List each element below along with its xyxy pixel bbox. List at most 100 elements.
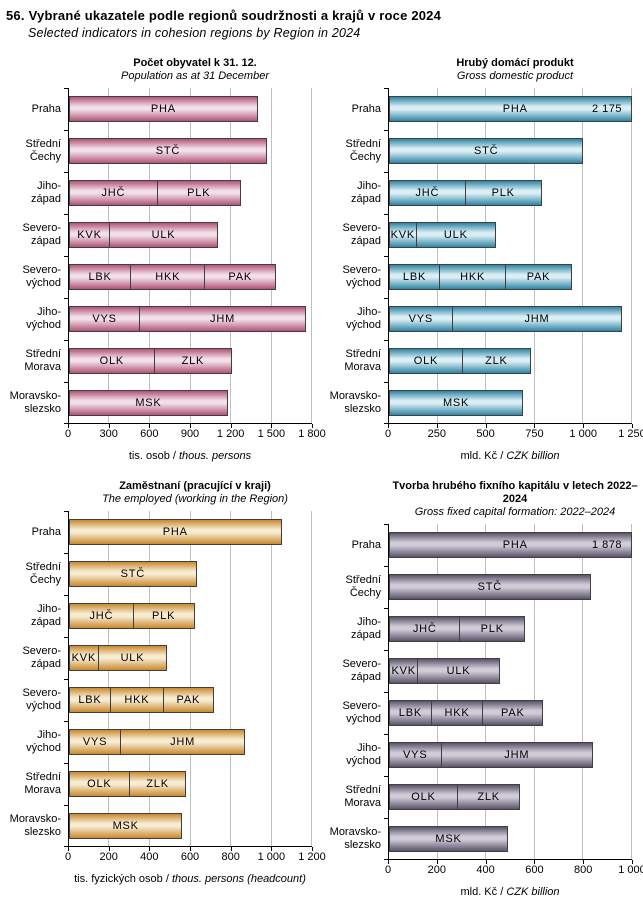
bar: OLK ZLK (69, 348, 233, 374)
y-axis-tick (64, 423, 68, 424)
plot-wrap: Praha Střední Čechy Jiho-západ Severo-západ S… (326, 524, 642, 860)
bar: LBK HKK PAK (69, 264, 276, 290)
y-axis-tick (384, 818, 388, 819)
category-label: Jiho-východ (26, 729, 61, 754)
bar: OLK ZLK (69, 771, 187, 797)
bar-row: PHA (69, 511, 312, 553)
bar: PHA (69, 96, 258, 122)
bar-segment-code: JHČ (89, 610, 114, 622)
gridline (148, 88, 150, 423)
bar-row: OLK ZLK (69, 763, 312, 805)
y-axis-tick (64, 298, 68, 299)
bar-segment-code: PAK (526, 271, 551, 283)
figure-title-en: Selected indicators in cohesion regions … (28, 26, 361, 40)
bar-row: STČ (69, 553, 312, 595)
bar-segment: JHM (139, 307, 305, 331)
chart-title: Zaměstnaní (pracující v kraji) (119, 480, 271, 492)
gridline (108, 511, 110, 846)
x-axis-tick (485, 424, 487, 428)
chart-head: Počet obyvatel k 31. 12. Population as a… (68, 57, 322, 83)
bar-segment-code: VYS (82, 736, 108, 748)
chart-subtitle: The employed (working in the Region) (102, 493, 288, 505)
bar-segment-code: OLK (411, 791, 436, 803)
gridline (148, 511, 150, 846)
category-label: Střední Morava (24, 348, 61, 373)
x-axis-tick (632, 424, 633, 428)
x-axis-tick-label: 300 (99, 428, 118, 440)
x-axis-tick-label: 1 000 (569, 428, 597, 440)
bar: LBK HKK PAK (69, 687, 214, 713)
x-axis-tick-label: 1 200 (298, 851, 326, 863)
x-axis-label-cs: tis. fyzických osob / (74, 873, 169, 885)
bar-row: VYS JHM (69, 298, 312, 340)
x-axis-tick (190, 424, 191, 428)
x-axis-tick (108, 847, 110, 851)
bar-segment-code: VYS (408, 313, 434, 325)
y-axis-tick (384, 130, 388, 131)
bar-segment: JHM (451, 307, 622, 331)
bar-segment: ZLK (461, 349, 530, 373)
x-axis-tick-label: 0 (384, 864, 392, 876)
bar-segment: KVK (70, 646, 98, 670)
y-axis-tick (64, 595, 68, 596)
bar: KVK ULK (69, 645, 168, 671)
bar-segment: PAK (204, 265, 274, 289)
y-axis-tick (64, 172, 68, 173)
y-axis-tick (64, 382, 68, 383)
x-axis-tick (230, 847, 232, 851)
bar: STČ (69, 138, 267, 164)
bar-segment-code: KVK (390, 229, 416, 241)
bar-segment-code: ZLK (477, 791, 500, 803)
bar: KVK ULK (389, 222, 496, 248)
x-axis-tick-label: 800 (221, 851, 240, 863)
bar-segment-code: PHA (150, 103, 176, 115)
gridline (270, 511, 272, 846)
x-axis-tick-label: 0 (384, 428, 392, 440)
x-axis-tick (583, 860, 585, 864)
x-axis-label-en: thous. persons (headcount) (171, 873, 306, 885)
bar-segment-code: STČ (155, 145, 181, 157)
chart-head: Hrubý domácí produkt Gross domestic prod… (388, 57, 642, 83)
bar-row: JHČ PLK (69, 595, 312, 637)
bar-segment-code: ULK (120, 652, 145, 664)
bar-segment-code: PAK (176, 694, 201, 706)
chart-subtitle: Population as at 31 December (121, 70, 269, 82)
bar-segment: PAK (162, 688, 213, 712)
bar-segment: PHA (70, 520, 281, 544)
bar-segment: HKK (439, 265, 505, 289)
bar-segment: PLK (156, 181, 240, 205)
bar-segment: KVK (70, 223, 109, 247)
x-axis-tick (68, 847, 69, 851)
bar: VYS JHM (389, 306, 623, 332)
x-axis-wrap: 0 300 600 900 1 200 1 500 1 800 (65, 424, 326, 442)
plot-area: PHA 2 175 STČ JHČ PLK KVK ULK LBK HKK PAK VYS JHM OL… (384, 88, 632, 424)
bar-segment-code: KVK (391, 665, 416, 677)
bar: VYS JHM (69, 306, 307, 332)
x-axis-tick-label: 0 (64, 851, 72, 863)
x-axis-tick (436, 860, 438, 864)
bar-row: LBK HKK PAK (389, 256, 632, 298)
plot-area: PHA 1 878 STČ JHČ PLK KVK ULK LBK HKK PAK VYS JHM OL… (384, 524, 632, 860)
bar: STČ (389, 138, 584, 164)
gridline (631, 524, 632, 859)
bar: STČ (69, 561, 197, 587)
chart-subtitle: Gross fixed capital formation: 2022–2024 (414, 506, 616, 518)
category-label: Praha (351, 538, 381, 551)
bar-segment-code: LBK (88, 271, 112, 283)
gridline (436, 524, 438, 859)
plot-area: PHA STČ JHČ PLK KVK ULK LBK HKK PAK VYS JHM OLK ZLK M… (64, 511, 312, 847)
category-labels: Praha Střední Čechy Jiho-západ Severo-západ S… (6, 88, 68, 424)
bar-segment-code: PAK (501, 707, 525, 719)
bar: LBK HKK PAK (389, 700, 544, 726)
category-label: Jiho-západ (351, 616, 381, 641)
x-axis-tick-label: 600 (140, 428, 159, 440)
bar-segment-code: STČ (120, 568, 145, 580)
y-axis-tick (384, 608, 388, 609)
category-label: Severo-východ (342, 264, 381, 289)
category-label: Moravsko-slezsko (9, 390, 61, 415)
bar-segment-code: PHA (162, 526, 188, 538)
category-label: Severo-východ (22, 687, 61, 712)
bar-segment: PAK (482, 701, 542, 725)
x-axis-tick (534, 424, 536, 428)
x-axis-label-wrap: mld. Kč / CZK billion (388, 446, 632, 464)
